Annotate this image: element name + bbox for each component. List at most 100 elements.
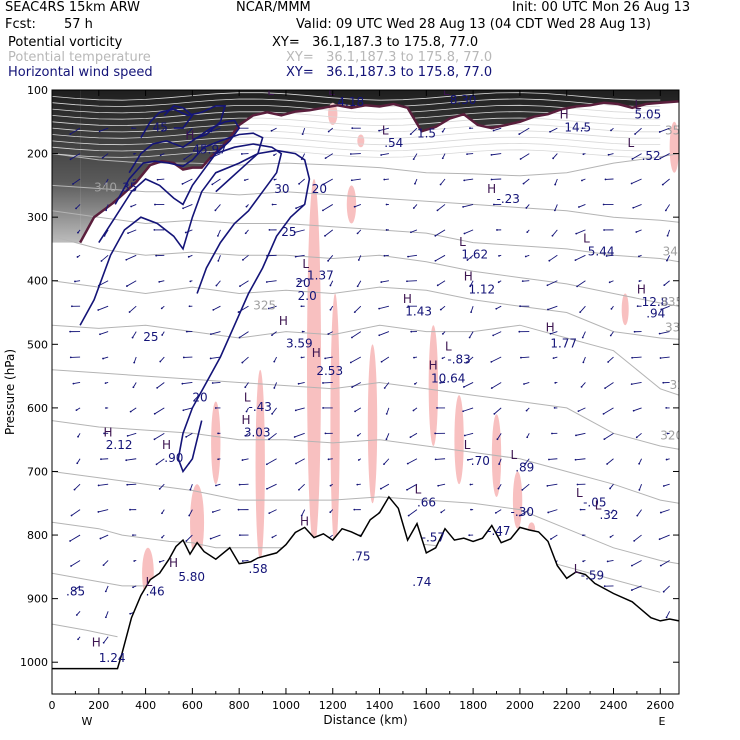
wind-vector-head [521,280,524,283]
pv-extremum-label: -.23 [497,192,520,206]
theta-isentrope-strat [52,123,661,133]
wind-vector [357,280,362,287]
pv-extremum-label: L [459,235,466,249]
wind-vector-head [356,434,359,437]
wind-vector-head [524,462,527,465]
wind-vector [298,280,305,282]
wind-vector-head [104,382,107,384]
wind-vector-head [666,234,669,237]
wind-vector-head [69,356,72,359]
pv-extremum-label: .75 [351,549,370,563]
wind-vector-head [188,462,191,465]
pv-extremum-label: 14.5 [564,120,591,134]
wind-vector-head [412,207,415,209]
theta-isentrope-strat [52,117,661,127]
wind-vector-head [349,153,352,155]
pv-extremum-label: .66 [417,495,436,509]
wind-vector-head [662,590,665,593]
wind-vector [386,407,390,415]
wind-vector [410,432,418,438]
wind-vector-head [209,157,212,159]
wind-vector [464,178,474,181]
wind-vector-head [182,409,185,412]
wind-vector [380,483,390,490]
wind-vector-head [189,488,192,491]
wind-isotach-45 [163,105,194,129]
pv-extremum-label: -.43 [249,400,272,414]
wind-vector-head [132,534,134,537]
pv-extremum-label: H [546,321,555,335]
wind-vector [659,534,670,540]
field-pv-xy: XY= 36.1,187.3 to 175.8, 77.0 [272,35,479,50]
wind-vector-head [329,511,332,514]
wind-vector [104,178,109,185]
wind-vector-head [470,508,472,511]
wind-vector-head [69,133,72,136]
wind-vector-head [77,231,79,234]
wind-vector-head [378,307,381,310]
wind-vector-head [185,435,188,438]
wind-vector-head [662,381,665,384]
theta-isentrope-345 [52,184,679,223]
wind-vector-head [69,330,72,333]
wind-vector-head [131,336,134,339]
wind-vector [210,127,221,132]
wind-vector-head [414,383,416,385]
wind-vector-head [77,638,79,641]
wind-vector-head [526,231,529,234]
wind-vector [554,178,558,185]
wind-vector-head [546,484,549,487]
wind-vector [70,127,81,135]
wind-vector [548,509,558,513]
wind-vector-head [77,435,79,438]
wind-vector [102,153,109,159]
wind-vector [271,127,277,132]
wind-vector [71,509,81,516]
theta-label: 340 [94,181,117,195]
theta-isentrope-strat [52,149,661,158]
wind-vector [127,229,137,234]
wind-vector-head [661,183,664,186]
wind-vector [381,356,390,363]
wind-vector [350,356,362,363]
pv-extremum-label: 1.24 [99,651,126,665]
pv-extremum-label: H [560,108,569,122]
wind-vector [663,483,670,487]
wind-vector [302,128,306,135]
wind-vector [186,534,193,542]
wind-vector [661,305,670,310]
wind-vector [126,280,137,287]
wind-vector [70,560,81,567]
wind-vector [438,483,446,487]
wind-vector-head [631,158,634,160]
wind-vector-head [181,183,184,185]
wind-vector [188,458,193,464]
wind-vector-head [603,585,606,588]
wind-vector [99,331,109,335]
wind-vector [351,178,361,181]
wind-vector-head [241,361,244,364]
wind-vector-head [492,203,495,206]
wind-vector [381,280,389,283]
wind-vector-head [490,387,493,389]
wind-vector-head [574,259,577,262]
wind-vector-head [440,511,443,514]
wind-vector-head [439,381,442,384]
east-label: E [659,715,666,728]
wind-vector-head [637,255,640,258]
wind-vector [491,356,502,363]
wind-vector [298,483,305,491]
wind-vector [104,229,109,237]
wind-vector [183,407,193,411]
fcst-value: 57 h [64,17,93,32]
wind-vector-head [546,284,549,287]
wind-vector-head [659,157,662,160]
wind-vector-head [490,153,493,156]
wind-vector-head [351,336,353,339]
wind-vector [435,458,446,460]
theta-isentrope-320 [52,369,679,450]
wind-vector [325,356,333,359]
wind-vector [294,432,305,438]
wind-vector-head [378,129,381,132]
wind-vector-head [183,158,186,161]
